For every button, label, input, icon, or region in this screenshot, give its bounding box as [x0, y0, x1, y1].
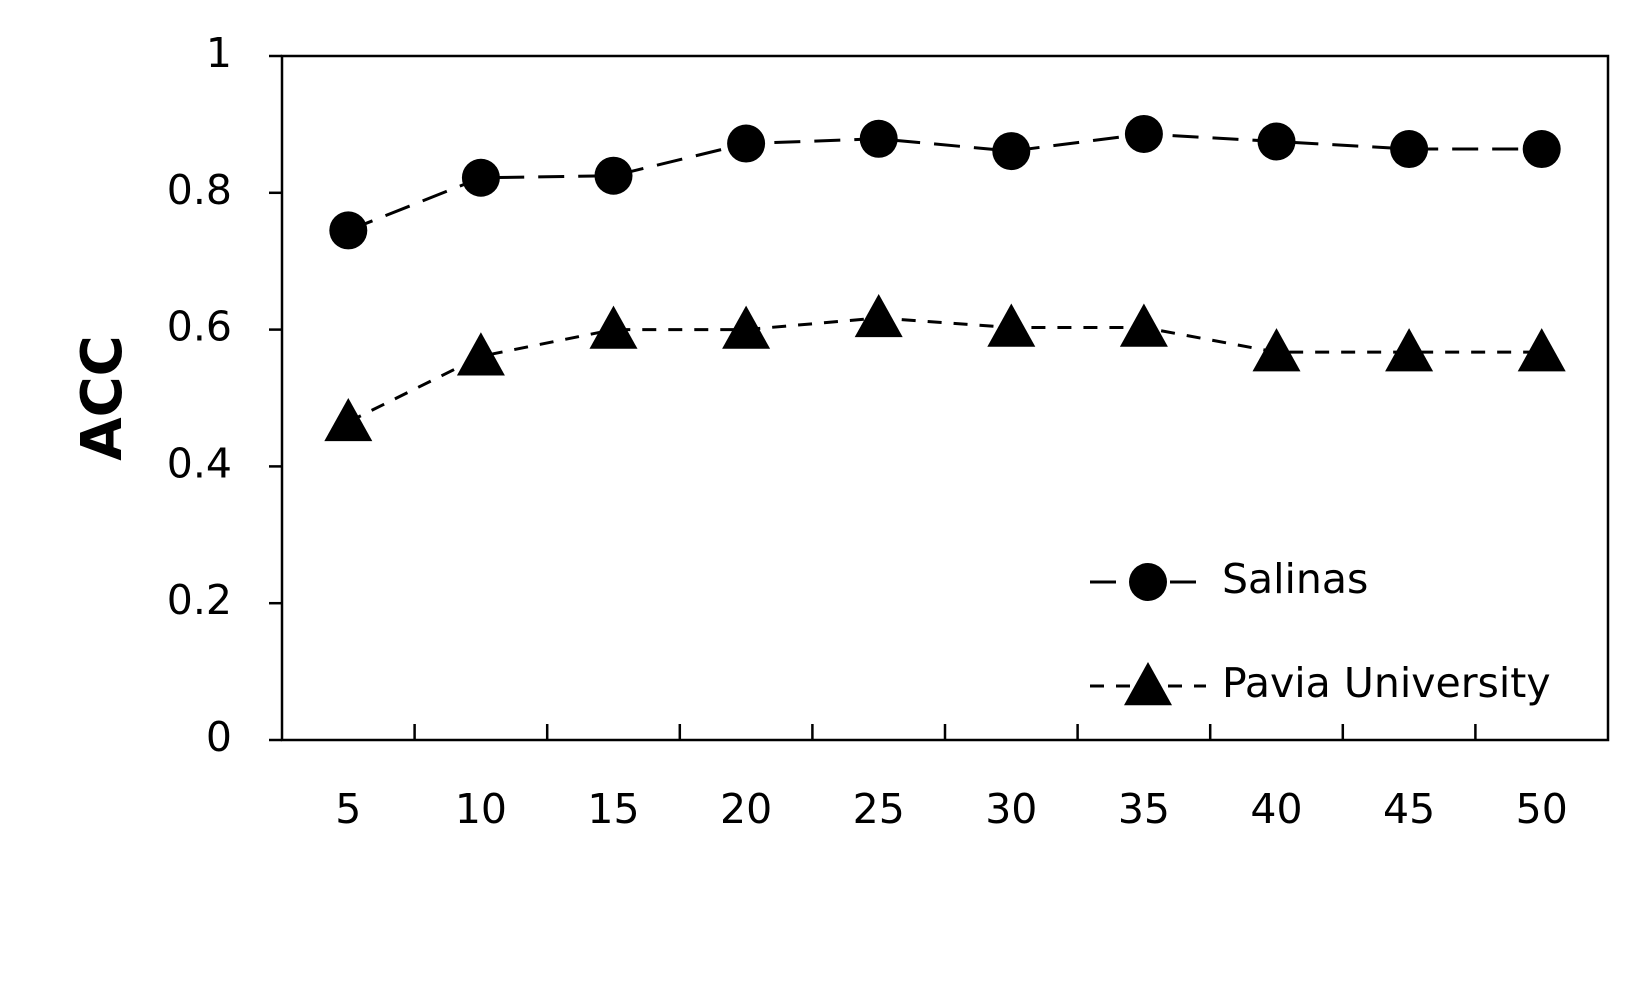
triangle-marker	[589, 305, 638, 349]
y-tick-label: 0.2	[167, 576, 232, 624]
circle-marker	[992, 132, 1031, 171]
triangle-marker	[324, 397, 373, 442]
y-tick-label: 0	[206, 713, 232, 761]
circle-marker	[859, 119, 898, 158]
x-tick-label: 25	[853, 785, 905, 833]
y-axis-title: ACC	[70, 335, 135, 461]
circle-marker	[1257, 122, 1296, 161]
y-tick-label: 1	[206, 29, 232, 77]
circle-marker	[1129, 563, 1167, 601]
legend-label: Pavia University	[1222, 659, 1551, 707]
circle-marker	[461, 158, 500, 197]
triangle-marker	[1119, 303, 1168, 347]
x-tick-label: 30	[985, 785, 1037, 833]
triangle-marker	[1385, 328, 1434, 372]
triangle-marker	[1124, 662, 1172, 706]
triangle-marker	[1252, 328, 1301, 372]
x-tick-label: 50	[1516, 785, 1568, 833]
circle-marker	[1390, 130, 1429, 169]
triangle-marker	[456, 332, 505, 376]
circle-marker	[329, 211, 368, 250]
triangle-marker	[854, 293, 903, 338]
y-tick-label: 0.8	[167, 166, 232, 214]
series-line	[347, 132, 1542, 232]
x-tick-label: 35	[1118, 785, 1170, 833]
triangle-marker	[722, 305, 771, 349]
circle-marker	[1522, 130, 1561, 169]
legend-label: Salinas	[1222, 555, 1368, 603]
circle-marker	[594, 156, 633, 195]
x-tick-label: 10	[455, 785, 507, 833]
x-tick-label: 45	[1383, 785, 1435, 833]
circle-marker	[727, 124, 766, 163]
x-tick-label: 5	[335, 785, 361, 833]
y-tick-label: 0.4	[167, 439, 232, 487]
x-tick-label: 20	[720, 785, 772, 833]
triangle-marker	[1517, 328, 1566, 372]
series-line	[347, 316, 1542, 424]
x-tick-label: 40	[1250, 785, 1302, 833]
x-tick-label: 15	[587, 785, 639, 833]
circle-marker	[1124, 114, 1163, 153]
y-tick-label: 0.6	[167, 303, 232, 351]
triangle-marker	[987, 303, 1036, 347]
